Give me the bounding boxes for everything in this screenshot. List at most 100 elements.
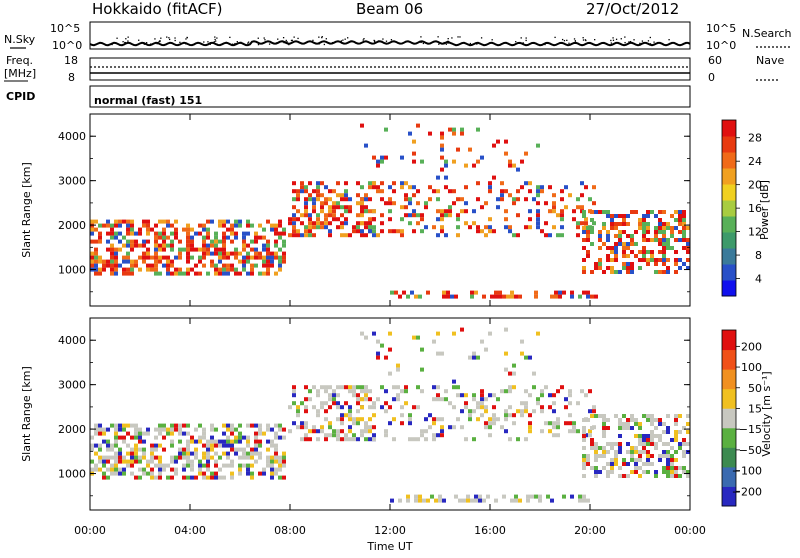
range-cell: [282, 436, 286, 440]
range-cell: [368, 397, 372, 401]
range-cell: [504, 417, 508, 421]
range-cell: [520, 409, 524, 413]
range-cell: [388, 201, 392, 205]
range-cell: [218, 252, 222, 256]
range-cell: [214, 472, 218, 476]
range-cell: [626, 462, 630, 466]
range-cell: [122, 272, 126, 276]
range-cell: [516, 437, 520, 441]
range-cell: [106, 460, 110, 464]
range-cell: [336, 417, 340, 421]
range-cell: [440, 429, 444, 433]
range-cell: [368, 389, 372, 393]
range-cell: [670, 454, 674, 458]
range-cell: [114, 256, 118, 260]
range-cell: [230, 424, 234, 428]
range-cell: [222, 272, 226, 276]
range-cell: [414, 295, 418, 299]
range-cell: [476, 405, 480, 409]
range-cell: [266, 244, 270, 248]
nsearch-point: [633, 39, 634, 40]
nsearch-point: [546, 42, 547, 43]
velocity-panel: 1000200030004000 Slant Range [km] 200100…: [20, 114, 773, 553]
range-cell: [536, 332, 540, 336]
y-tick-label: 4000: [58, 130, 86, 143]
range-cell: [174, 220, 178, 224]
nsearch-point: [550, 44, 551, 45]
range-cell: [682, 246, 686, 250]
range-cell: [278, 264, 282, 268]
range-cell: [484, 397, 488, 401]
range-cell: [226, 452, 230, 456]
range-cell: [360, 209, 364, 213]
range-cell: [618, 426, 622, 430]
velocity-colorbar: 2001005015−15−50−100−200: [722, 330, 762, 507]
nsky-scale-bottom: 10^0: [52, 39, 82, 52]
range-cell: [304, 185, 308, 189]
range-cell: [448, 213, 452, 217]
range-cell: [270, 256, 274, 260]
range-cell: [448, 128, 452, 132]
range-cell: [504, 368, 508, 372]
range-cell: [606, 418, 610, 422]
nsearch-point: [470, 43, 471, 44]
range-cell: [186, 272, 190, 276]
range-cell: [646, 210, 650, 214]
range-cell: [146, 472, 150, 476]
range-cell: [246, 232, 250, 236]
range-cell: [246, 252, 250, 256]
range-cell: [126, 260, 130, 264]
range-cell: [440, 148, 444, 152]
range-cell: [250, 256, 254, 260]
range-cell: [606, 442, 610, 446]
range-cell: [332, 209, 336, 213]
range-cell: [158, 464, 162, 468]
range-cell: [504, 352, 508, 356]
range-cell: [536, 213, 540, 217]
range-cell: [288, 429, 292, 433]
range-cell: [472, 356, 476, 360]
range-cell: [162, 244, 166, 248]
range-cell: [592, 201, 596, 205]
range-cell: [432, 340, 436, 344]
range-cell: [288, 217, 292, 221]
range-cell: [670, 466, 674, 470]
range-cell: [634, 210, 638, 214]
range-cell: [170, 272, 174, 276]
range-cell: [352, 393, 356, 397]
range-cell: [316, 225, 320, 229]
range-cell: [484, 225, 488, 229]
range-cell: [194, 476, 198, 480]
range-cell: [408, 197, 412, 201]
y-tick-label: 2000: [58, 423, 86, 436]
range-cell: [300, 425, 304, 429]
range-cell: [622, 242, 626, 246]
range-cell: [170, 424, 174, 428]
range-cell: [504, 413, 508, 417]
range-cell: [526, 499, 530, 503]
range-cell: [626, 474, 630, 478]
range-cell: [364, 197, 368, 201]
range-cell: [282, 428, 286, 432]
nsearch-point: [624, 36, 625, 37]
range-cell: [114, 272, 118, 276]
range-cell: [118, 456, 122, 460]
range-cell: [602, 466, 606, 470]
range-cell: [214, 268, 218, 272]
range-cell: [392, 397, 396, 401]
range-cell: [582, 238, 586, 242]
range-cell: [130, 268, 134, 272]
nsearch-point: [602, 42, 603, 43]
nsearch-point: [523, 42, 524, 43]
range-cell: [150, 256, 154, 260]
range-cell: [230, 268, 234, 272]
range-cell: [94, 272, 98, 276]
nsearch-point: [210, 44, 211, 45]
range-cell: [658, 458, 662, 462]
range-cell: [266, 264, 270, 268]
range-cell: [496, 140, 500, 144]
y-tick-label: 1000: [58, 468, 86, 481]
range-cell: [364, 393, 368, 397]
range-cell: [482, 499, 486, 503]
range-cell: [166, 236, 170, 240]
